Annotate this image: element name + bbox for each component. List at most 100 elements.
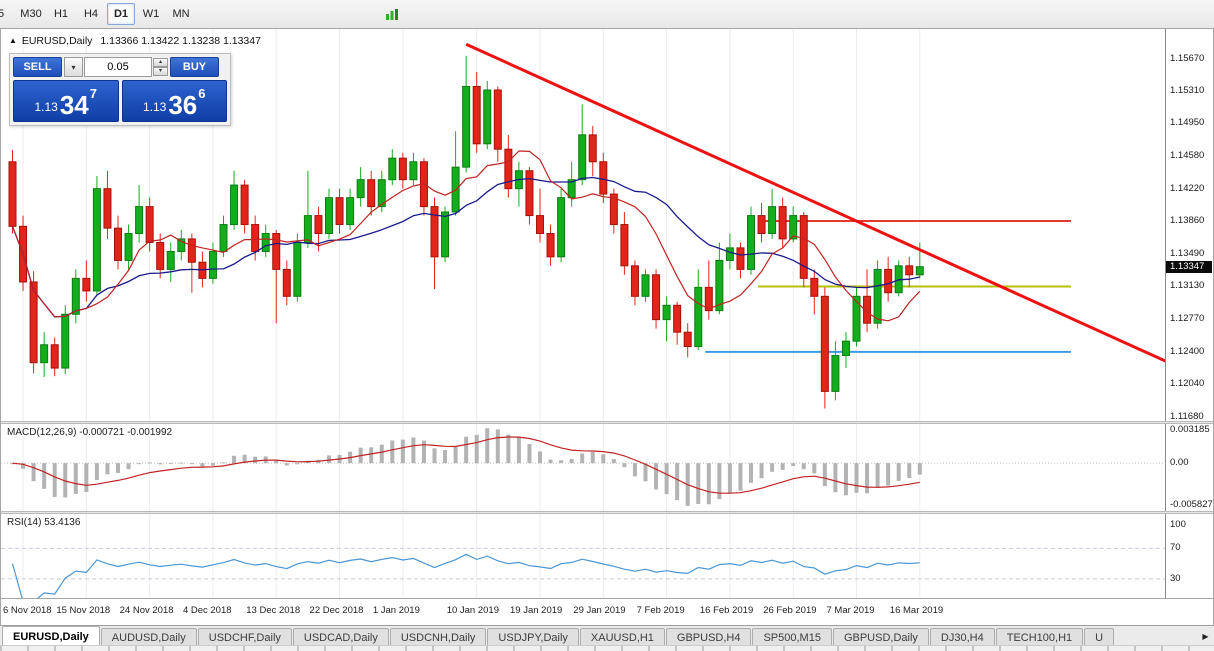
chevron-down-icon: ▾: [71, 62, 76, 72]
macd-chart[interactable]: [1, 424, 1167, 511]
rsi-chart[interactable]: [1, 514, 1167, 598]
chart-tab-audusd-daily[interactable]: AUDUSD,Daily: [100, 628, 197, 646]
date-axis-label: 24 Nov 2018: [119, 605, 174, 616]
chart-tab-eurusd-daily[interactable]: EURUSD,Daily: [2, 626, 100, 646]
timeframe-button-D1[interactable]: D1: [107, 3, 135, 25]
horizontal-scrollbar[interactable]: [0, 645, 1214, 651]
timeframe-button-M30[interactable]: M30: [20, 8, 42, 20]
chart-tab-sp500-m15[interactable]: SP500,M15: [752, 628, 832, 646]
sell-price-button[interactable]: 1.13 34 7: [13, 80, 119, 122]
candle: [272, 229, 281, 324]
chart-tab-gbpusd-h4[interactable]: GBPUSD,H4: [665, 628, 752, 646]
candle: [208, 242, 217, 284]
volume-increase-button[interactable]: ▴: [153, 58, 168, 67]
candle: [8, 150, 17, 234]
chart-tab-usdchf-daily[interactable]: USDCHF,Daily: [197, 628, 292, 646]
date-axis-label: 15 Nov 2018: [56, 605, 111, 616]
date-axis-label: 6 Nov 2018: [3, 605, 52, 616]
timeframe-button-MN[interactable]: MN: [172, 8, 190, 20]
chart-tab-xauusd-h1[interactable]: XAUUSD,H1: [579, 628, 665, 646]
price-axis-label: 1.11680: [1170, 410, 1204, 422]
buy-price-base: 1.13: [142, 100, 167, 114]
candle: [124, 224, 133, 272]
chart-tabs-bar: EURUSD,Daily AUDUSD,Daily USDCHF,Daily USDC…: [0, 625, 1214, 646]
date-axis-label: 4 Dec 2018: [182, 605, 232, 616]
price-chart-panel: ▲ EURUSD,Daily 1.13366 1.13422 1.13238 1…: [1, 29, 1213, 421]
chart-icon-button[interactable]: [380, 3, 404, 25]
candle: [472, 72, 481, 153]
candle: [567, 161, 576, 207]
candle: [630, 260, 639, 306]
candle: [114, 215, 122, 270]
price-axis: 1.13347 1.15670 1.15310 1.14950 1.14580 1.14…: [1165, 29, 1213, 421]
macd-axis-min: -0.005827: [1170, 499, 1213, 510]
macd-axis-max: 0.003185: [1170, 424, 1210, 435]
rsi-label: RSI(14) 53.4136: [7, 517, 81, 528]
price-axis-label: 1.12040: [1170, 378, 1205, 390]
sell-price-pips: 34: [59, 90, 89, 120]
candle: [293, 233, 302, 302]
date-axis-label: 10 Jan 2019: [446, 605, 499, 616]
volume-input[interactable]: [84, 57, 152, 77]
candle: [820, 287, 829, 409]
candle: [683, 323, 692, 358]
buy-price-button[interactable]: 1.13 36 6: [121, 80, 227, 122]
chart-tab-gbpusd-daily[interactable]: GBPUSD,Daily: [832, 628, 929, 646]
chart-tab-dj30-h4[interactable]: DJ30,H4: [929, 628, 995, 646]
candle: [557, 188, 566, 263]
candle: [884, 256, 893, 302]
sell-button[interactable]: SELL: [13, 57, 62, 77]
chart-tab-u[interactable]: U: [1084, 628, 1115, 646]
timeframe-button-H4[interactable]: H4: [83, 8, 99, 20]
candle: [504, 134, 513, 198]
candle: [356, 167, 365, 207]
candle: [905, 256, 914, 288]
timeframe-button-5[interactable]: 5: [0, 8, 5, 20]
chart-tabs-track: EURUSD,Daily AUDUSD,Daily USDCHF,Daily USDC…: [0, 626, 1200, 646]
macd-panel: MACD(12,26,9) -0.000721 -0.001992 0.0031…: [1, 424, 1213, 511]
candle: [609, 188, 618, 234]
price-axis-label: 1.14220: [1170, 182, 1205, 194]
candle: [768, 188, 777, 239]
chart-tab-tech100-h1[interactable]: TECH100,H1: [995, 628, 1084, 646]
panel-splitter[interactable]: [1, 421, 1213, 424]
chart-tab-usdcad-daily[interactable]: USDCAD,Daily: [292, 628, 389, 646]
candle: [462, 55, 471, 173]
panel-splitter[interactable]: [1, 511, 1213, 514]
candle: [430, 197, 439, 290]
candle: [704, 260, 713, 320]
date-axis-label: 7 Mar 2019: [826, 605, 875, 616]
price-chart[interactable]: [1, 29, 1167, 421]
buy-price-pips: 36: [168, 90, 198, 120]
rsi-axis-label: 30: [1170, 572, 1181, 584]
candle: [852, 287, 861, 347]
price-axis-label: 1.12770: [1170, 312, 1205, 324]
volume-stepper: ▴ ▾: [153, 58, 168, 76]
date-axis-label: 19 Jan 2019: [510, 605, 563, 616]
timeframe-button-H1[interactable]: H1: [53, 8, 69, 20]
timeframe-button-W1[interactable]: W1: [142, 8, 160, 20]
chart-tab-usdjpy-daily[interactable]: USDJPY,Daily: [487, 628, 579, 646]
ohlc-values: 1.13366 1.13422 1.13238 1.13347: [100, 35, 261, 47]
sell-price-base: 1.13: [34, 100, 58, 114]
buy-button[interactable]: BUY: [170, 57, 219, 77]
candle: [441, 206, 450, 263]
volume-dropdown-button[interactable]: ▾: [64, 57, 83, 77]
date-axis-label: 29 Jan 2019: [573, 605, 626, 616]
date-axis-label: 16 Mar 2019: [889, 605, 944, 616]
candle: [261, 224, 270, 257]
rsi-axis-label: 100: [1170, 519, 1186, 531]
candle: [810, 269, 819, 315]
candle: [863, 269, 872, 333]
candle: [335, 188, 344, 234]
candle: [240, 179, 249, 234]
volume-decrease-button[interactable]: ▾: [153, 67, 168, 76]
candle: [82, 260, 91, 302]
candle: [282, 260, 291, 306]
rsi-axis: 100 70 30: [1165, 514, 1213, 598]
candle: [398, 152, 407, 189]
tabs-scroll-right-button[interactable]: ▶: [1199, 629, 1212, 643]
chart-tab-usdcnh-daily[interactable]: USDCNH,Daily: [389, 628, 487, 646]
price-axis-label: 1.14950: [1170, 117, 1205, 129]
